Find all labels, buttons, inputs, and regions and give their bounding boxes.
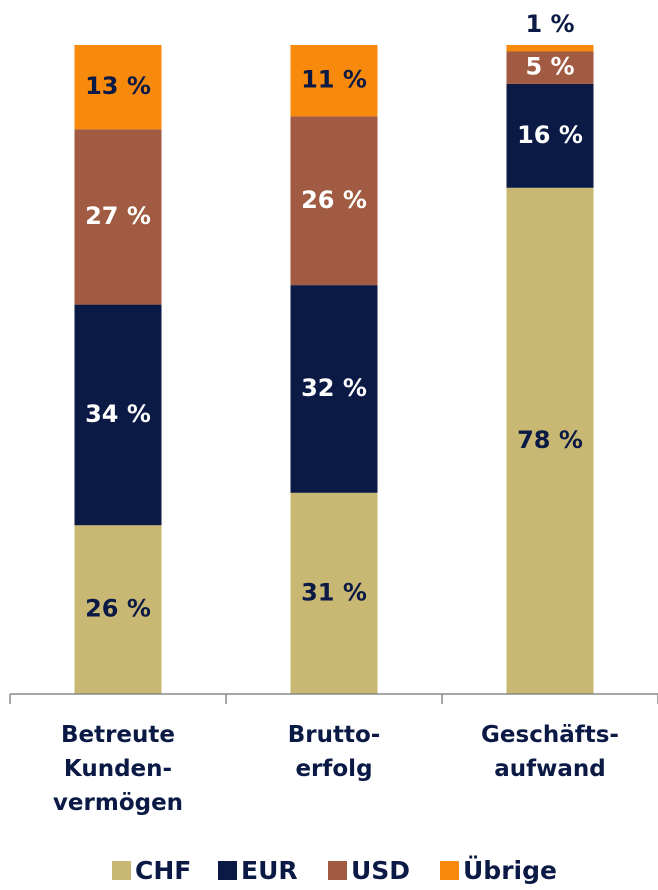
legend-label: Übrige bbox=[463, 855, 557, 885]
legend-swatch bbox=[328, 861, 347, 880]
x-tick-line: Brutto- bbox=[288, 722, 381, 748]
bar-segment bbox=[74, 304, 162, 526]
legend-label: EUR bbox=[241, 856, 298, 885]
value-label: 5 % bbox=[525, 53, 574, 81]
value-label: 27 % bbox=[85, 202, 151, 230]
x-tick-line: Betreute bbox=[61, 722, 175, 748]
value-label: 34 % bbox=[85, 400, 151, 428]
value-label: 78 % bbox=[517, 426, 583, 454]
x-tick-line: erfolg bbox=[295, 756, 372, 782]
bar-segment bbox=[506, 83, 594, 188]
legend-label: CHF bbox=[135, 856, 191, 885]
legend-swatch bbox=[440, 861, 459, 880]
value-label: 16 % bbox=[517, 121, 583, 149]
x-tick-line: vermögen bbox=[53, 790, 183, 816]
x-tick-line: Kunden- bbox=[64, 756, 172, 782]
bar-segment bbox=[290, 116, 378, 286]
bar-segment bbox=[74, 129, 162, 305]
x-tick-label: Brutto-erfolg bbox=[288, 722, 381, 782]
x-tick-line: aufwand bbox=[494, 756, 606, 782]
bar-segment bbox=[506, 45, 594, 52]
bar-segment bbox=[74, 45, 162, 130]
value-label: 32 % bbox=[301, 374, 367, 402]
bar-segment bbox=[290, 492, 378, 694]
legend-swatch bbox=[218, 861, 237, 880]
value-label: 26 % bbox=[301, 186, 367, 214]
value-label: 31 % bbox=[301, 578, 367, 606]
bar-segment bbox=[290, 285, 378, 493]
bar-segment bbox=[506, 187, 594, 694]
x-tick-label: Geschäfts-aufwand bbox=[481, 722, 619, 782]
legend-swatch bbox=[112, 861, 131, 880]
bar-segment bbox=[506, 51, 594, 84]
legend-label: USD bbox=[351, 856, 410, 885]
x-tick-label: Betreute Kunden-vermögen bbox=[53, 722, 183, 816]
bar-segment bbox=[290, 45, 378, 117]
value-label: 1 % bbox=[525, 10, 574, 38]
x-tick-line: Geschäfts- bbox=[481, 722, 619, 748]
value-label: 11 % bbox=[301, 66, 367, 94]
bar-segment bbox=[74, 525, 162, 694]
value-label: 26 % bbox=[85, 595, 151, 623]
value-label: 13 % bbox=[85, 72, 151, 100]
